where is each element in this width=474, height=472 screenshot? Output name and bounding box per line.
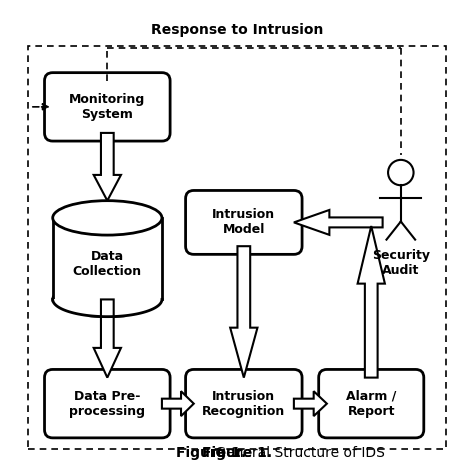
FancyBboxPatch shape	[319, 370, 424, 438]
Text: Figure 1.: Figure 1.	[175, 447, 246, 460]
Polygon shape	[94, 299, 121, 378]
Text: Intrusion
Recognition: Intrusion Recognition	[202, 390, 285, 418]
Text: Figure 1.: Figure 1.	[202, 447, 272, 460]
Text: General Structure of IDS: General Structure of IDS	[176, 447, 385, 460]
Ellipse shape	[53, 201, 162, 235]
Polygon shape	[357, 226, 385, 378]
Text: Figure 1. General Structure of IDS: Figure 1. General Structure of IDS	[120, 447, 354, 460]
Text: Data Pre-
processing: Data Pre- processing	[69, 390, 146, 418]
Polygon shape	[294, 210, 383, 235]
Polygon shape	[162, 391, 194, 416]
Text: Alarm /
Report: Alarm / Report	[346, 390, 396, 418]
Text: Data
Collection: Data Collection	[73, 250, 142, 278]
Text: Security
Audit: Security Audit	[372, 249, 430, 277]
FancyBboxPatch shape	[52, 299, 163, 317]
FancyBboxPatch shape	[45, 370, 170, 438]
FancyBboxPatch shape	[186, 191, 302, 254]
Text: Monitoring
System: Monitoring System	[69, 93, 146, 121]
Text: Response to Intrusion: Response to Intrusion	[151, 23, 323, 37]
FancyBboxPatch shape	[53, 218, 162, 299]
Text: Intrusion
Model: Intrusion Model	[212, 209, 275, 236]
Polygon shape	[230, 246, 257, 378]
Polygon shape	[94, 133, 121, 201]
Polygon shape	[294, 391, 327, 416]
Ellipse shape	[53, 282, 162, 317]
Circle shape	[388, 160, 413, 185]
FancyBboxPatch shape	[186, 370, 302, 438]
FancyBboxPatch shape	[45, 73, 170, 141]
